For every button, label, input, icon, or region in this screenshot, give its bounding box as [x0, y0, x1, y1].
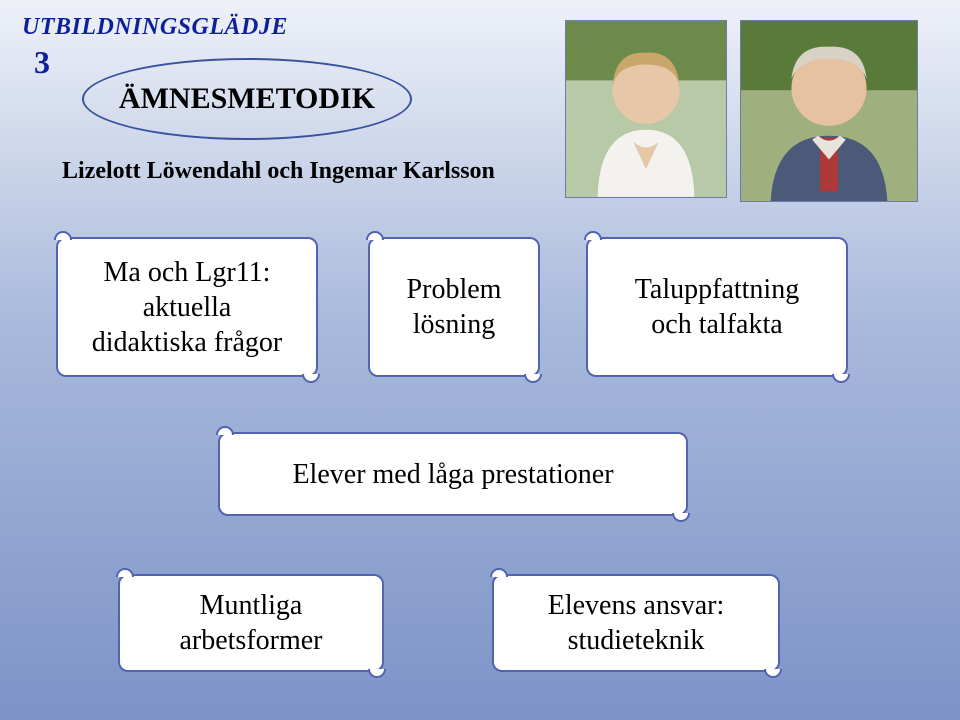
scroll-curl-icon [302, 365, 320, 383]
scroll-curl-icon [584, 231, 602, 249]
scroll-curl-icon [832, 365, 850, 383]
scroll-box-problem: Problem lösning [368, 251, 540, 363]
person-silhouette-icon [566, 21, 726, 197]
scroll-box-lgr11: Ma och Lgr11: aktuella didaktiska frågor [56, 251, 318, 363]
scroll-curl-icon [764, 660, 782, 678]
scroll-text: Elever med låga prestationer [292, 457, 613, 492]
scroll-box-studieteknik: Elevens ansvar: studieteknik [492, 588, 780, 658]
authors-line: Lizelott Löwendahl och Ingemar Karlsson [62, 158, 495, 185]
portrait-photo-2 [740, 20, 918, 202]
scroll-curl-icon [490, 568, 508, 586]
scroll-curl-icon [116, 568, 134, 586]
scroll-curl-icon [672, 504, 690, 522]
oval-heading: ÄMNESMETODIK [82, 58, 412, 140]
scroll-curl-icon [216, 426, 234, 444]
scroll-curl-icon [54, 231, 72, 249]
scroll-curl-icon [524, 365, 542, 383]
scroll-text: Taluppfattning och talfakta [635, 272, 799, 342]
scroll-curl-icon [368, 660, 386, 678]
page-number: 3 [34, 44, 50, 81]
person-silhouette-icon [741, 21, 917, 201]
scroll-curl-icon [366, 231, 384, 249]
scroll-text: Elevens ansvar: studieteknik [548, 588, 725, 658]
header-title: UTBILDNINGSGLÄDJE [22, 14, 288, 41]
scroll-text: Problem lösning [407, 272, 502, 342]
oval-label: ÄMNESMETODIK [119, 82, 375, 116]
scroll-text: Ma och Lgr11: aktuella didaktiska frågor [92, 255, 283, 360]
scroll-box-taluppfattning: Taluppfattning och talfakta [586, 251, 848, 363]
scroll-text: Muntliga arbetsformer [179, 588, 322, 658]
scroll-box-elever: Elever med låga prestationer [218, 446, 688, 502]
portrait-photo-1 [565, 20, 727, 198]
scroll-box-muntliga: Muntliga arbetsformer [118, 588, 384, 658]
